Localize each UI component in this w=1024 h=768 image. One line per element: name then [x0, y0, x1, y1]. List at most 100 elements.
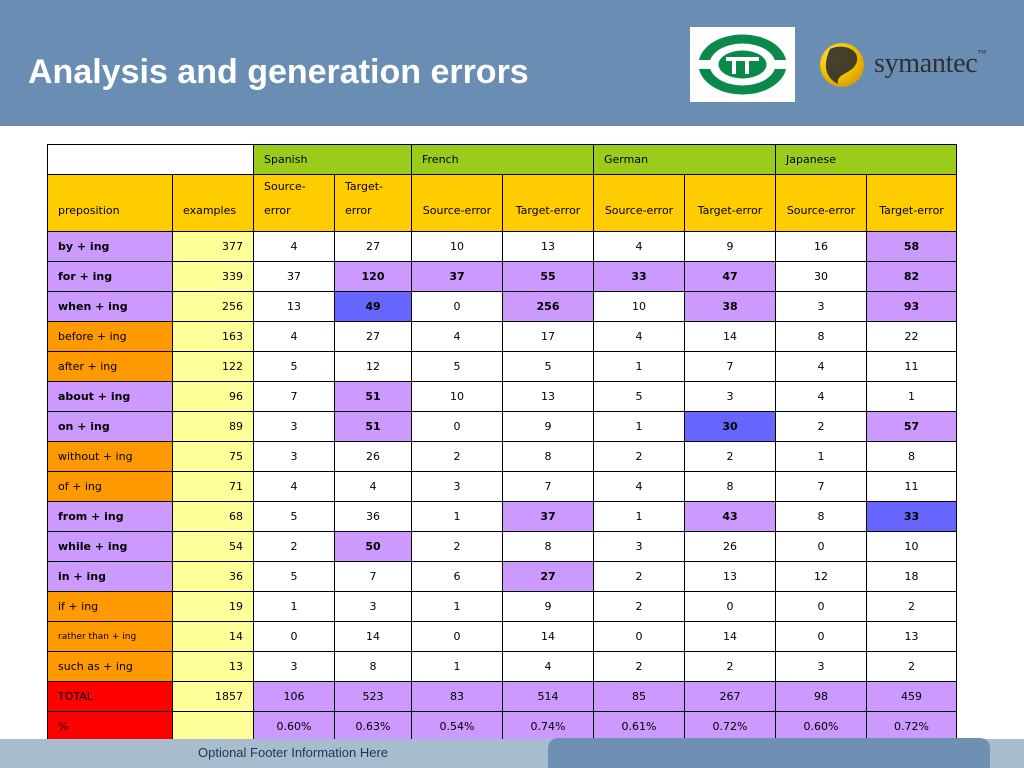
table-row: after + ing 122 5 12 5 5 1 7 4 11: [47, 351, 958, 382]
column-header-source-error: Source-error: [411, 174, 503, 232]
error-count-cell: 11: [866, 351, 958, 382]
error-count-cell: 13: [501, 231, 595, 262]
error-count-cell: 14: [684, 621, 777, 652]
examples-cell: 68: [172, 501, 254, 532]
examples-cell: 13: [172, 651, 254, 682]
table-row: for + ing 339 37 120 37 55 33 47 30 82: [47, 261, 958, 292]
footer-text: Optional Footer Information Here: [198, 745, 389, 760]
error-count-cell: 57: [866, 411, 958, 442]
error-count-cell: 2: [411, 531, 503, 562]
error-count-cell: 4: [334, 471, 412, 502]
symantec-logo: symantec™: [816, 40, 1016, 90]
error-count-cell: 13: [253, 291, 335, 322]
error-count-cell: 2: [253, 531, 335, 562]
error-count-cell: 3: [334, 591, 412, 622]
preposition-cell: TOTAL: [47, 681, 173, 712]
preposition-cell: of + ing: [47, 471, 173, 502]
table-row: about + ing 96 7 51 10 13 5 3 4 1: [47, 381, 958, 412]
error-count-cell: 47: [684, 261, 777, 292]
error-count-cell: 37: [411, 261, 503, 292]
error-count-cell: 7: [684, 351, 777, 382]
error-count-cell: 1: [411, 591, 503, 622]
preposition-cell: %: [47, 711, 173, 742]
slide-title: Analysis and generation errors: [28, 53, 529, 91]
table-row: if + ing 19 1 3 1 9 2 0 0 2: [47, 591, 958, 622]
examples-cell: 339: [172, 261, 254, 292]
error-count-cell: 2: [411, 441, 503, 472]
error-count-cell: 0.74%: [501, 711, 595, 742]
error-count-cell: 0.72%: [866, 711, 958, 742]
preposition-cell: without + ing: [47, 441, 173, 472]
error-count-cell: 33: [593, 261, 686, 292]
preposition-cell: such as + ing: [47, 651, 173, 682]
examples-cell: 36: [172, 561, 254, 592]
error-count-cell: 51: [334, 411, 412, 442]
error-count-cell: 2: [775, 411, 868, 442]
error-count-cell: 1: [593, 501, 686, 532]
error-count-cell: 1: [866, 381, 958, 412]
error-count-cell: 13: [501, 381, 595, 412]
table-row: before + ing 163 4 27 4 17 4 14 8 22: [47, 321, 958, 352]
symantec-globe-icon: [820, 43, 864, 87]
table-row: in + ing 36 5 7 6 27 2 13 12 18: [47, 561, 958, 592]
cts-logo-icon: [698, 34, 787, 95]
column-header-examples: examples: [172, 174, 254, 232]
table-row: without + ing 75 3 26 2 8 2 2 1 8: [47, 441, 958, 472]
preposition-cell: while + ing: [47, 531, 173, 562]
error-count-cell: 0.60%: [775, 711, 868, 742]
preposition-cell: when + ing: [47, 291, 173, 322]
table-row: TOTAL 1857 106 523 83 514 85 267 98 459: [47, 681, 958, 712]
error-count-cell: 9: [501, 411, 595, 442]
error-count-cell: 85: [593, 681, 686, 712]
error-count-cell: 106: [253, 681, 335, 712]
error-count-cell: 5: [411, 351, 503, 382]
error-count-cell: 0: [593, 621, 686, 652]
error-count-cell: 7: [775, 471, 868, 502]
error-count-cell: 8: [775, 321, 868, 352]
examples-cell: 75: [172, 441, 254, 472]
language-header: Japanese: [775, 144, 958, 175]
language-header: German: [593, 144, 777, 175]
empty-corner-cell: [47, 144, 254, 175]
error-count-cell: 13: [684, 561, 777, 592]
column-header-source-error: Source-error: [253, 174, 335, 232]
error-count-cell: 4: [411, 321, 503, 352]
error-count-cell: 2: [866, 591, 958, 622]
error-count-cell: 2: [593, 441, 686, 472]
error-count-cell: 2: [593, 651, 686, 682]
error-count-cell: 10: [411, 231, 503, 262]
error-count-cell: 9: [684, 231, 777, 262]
error-count-cell: 8: [684, 471, 777, 502]
preposition-cell: for + ing: [47, 261, 173, 292]
error-count-cell: 8: [501, 531, 595, 562]
error-count-cell: 83: [411, 681, 503, 712]
error-count-cell: 0: [411, 291, 503, 322]
examples-cell: 96: [172, 381, 254, 412]
column-header-row: preposition examples Source-error Target…: [47, 174, 958, 232]
error-count-cell: 4: [775, 351, 868, 382]
error-count-cell: 5: [253, 501, 335, 532]
error-count-cell: 33: [866, 501, 958, 532]
preposition-cell: from + ing: [47, 501, 173, 532]
table-row: such as + ing 13 3 8 1 4 2 2 3 2: [47, 651, 958, 682]
error-count-cell: 10: [593, 291, 686, 322]
error-count-cell: 16: [775, 231, 868, 262]
examples-cell: 89: [172, 411, 254, 442]
error-count-cell: 6: [411, 561, 503, 592]
preposition-cell: on + ing: [47, 411, 173, 442]
examples-cell: 14: [172, 621, 254, 652]
error-count-cell: 0: [411, 411, 503, 442]
error-count-cell: 37: [501, 501, 595, 532]
error-count-cell: 0.72%: [684, 711, 777, 742]
error-count-cell: 98: [775, 681, 868, 712]
error-count-cell: 37: [253, 261, 335, 292]
error-count-cell: 3: [775, 291, 868, 322]
error-count-cell: 1: [593, 411, 686, 442]
error-count-cell: 49: [334, 291, 412, 322]
error-count-cell: 5: [593, 381, 686, 412]
error-count-cell: 2: [866, 651, 958, 682]
error-count-cell: 3: [593, 531, 686, 562]
examples-cell: [172, 711, 254, 742]
examples-cell: 71: [172, 471, 254, 502]
error-count-cell: 120: [334, 261, 412, 292]
